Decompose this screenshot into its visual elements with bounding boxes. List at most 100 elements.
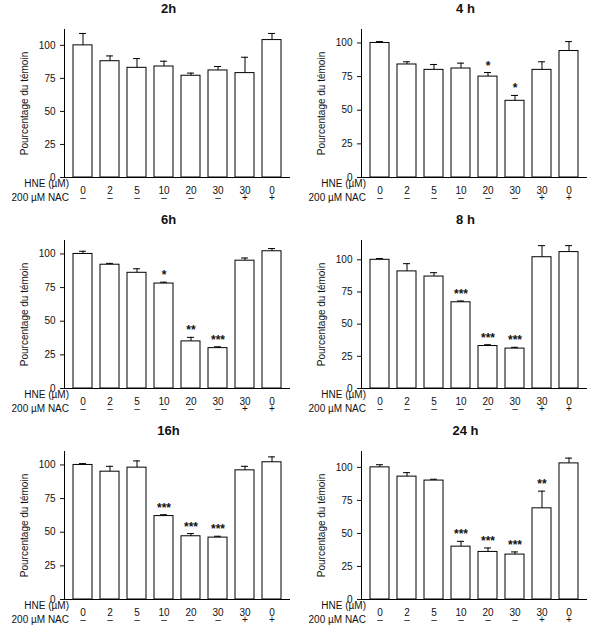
svg-text:200 µM NAC: 200 µM NAC xyxy=(309,403,366,414)
svg-text:–: – xyxy=(134,192,140,203)
svg-text:50: 50 xyxy=(341,318,353,329)
svg-text:–: – xyxy=(107,192,113,203)
svg-text:–: – xyxy=(458,192,464,203)
svg-text:–: – xyxy=(80,614,86,625)
svg-text:100: 100 xyxy=(336,37,353,48)
svg-text:–: – xyxy=(161,192,167,203)
svg-text:***: *** xyxy=(481,331,495,345)
svg-text:25: 25 xyxy=(341,138,353,149)
svg-text:50: 50 xyxy=(44,315,56,326)
svg-text:–: – xyxy=(80,403,86,414)
svg-text:–: – xyxy=(215,614,221,625)
svg-text:–: – xyxy=(134,403,140,414)
svg-text:–: – xyxy=(512,403,518,414)
svg-text:50: 50 xyxy=(44,526,56,537)
svg-text:–: – xyxy=(377,192,383,203)
svg-text:HNE (µM): HNE (µM) xyxy=(24,389,69,400)
svg-text:HNE (µM): HNE (µM) xyxy=(321,600,366,611)
svg-text:+: + xyxy=(269,614,275,625)
svg-text:100: 100 xyxy=(39,248,56,259)
svg-text:200 µM NAC: 200 µM NAC xyxy=(12,192,69,203)
svg-text:+: + xyxy=(539,192,545,203)
svg-text:75: 75 xyxy=(44,73,56,84)
svg-text:–: – xyxy=(485,614,491,625)
svg-text:+: + xyxy=(566,403,572,414)
svg-text:–: – xyxy=(404,192,410,203)
svg-text:25: 25 xyxy=(341,351,353,362)
svg-text:–: – xyxy=(404,614,410,625)
svg-text:***: *** xyxy=(481,534,495,548)
svg-text:+: + xyxy=(242,614,248,625)
svg-text:–: – xyxy=(431,403,437,414)
svg-text:100: 100 xyxy=(336,462,353,473)
svg-text:Pourcentage du témoin: Pourcentage du témoin xyxy=(316,52,327,155)
svg-text:+: + xyxy=(242,192,248,203)
svg-text:50: 50 xyxy=(44,106,56,117)
svg-text:200 µM NAC: 200 µM NAC xyxy=(12,614,69,625)
svg-text:*: * xyxy=(513,81,518,95)
svg-text:75: 75 xyxy=(44,282,56,293)
svg-text:+: + xyxy=(269,192,275,203)
svg-text:–: – xyxy=(485,403,491,414)
svg-text:HNE (µM): HNE (µM) xyxy=(24,178,69,189)
svg-text:–: – xyxy=(107,614,113,625)
svg-text:+: + xyxy=(566,192,572,203)
svg-text:25: 25 xyxy=(44,139,56,150)
svg-text:***: *** xyxy=(211,522,225,536)
svg-text:–: – xyxy=(377,614,383,625)
svg-text:***: *** xyxy=(454,287,468,301)
svg-text:+: + xyxy=(539,403,545,414)
svg-text:75: 75 xyxy=(341,286,353,297)
svg-text:75: 75 xyxy=(44,493,56,504)
svg-text:**: ** xyxy=(186,323,196,337)
svg-text:***: *** xyxy=(508,538,522,552)
svg-text:***: *** xyxy=(454,527,468,541)
svg-text:–: – xyxy=(431,614,437,625)
svg-text:Pourcentage du témoin: Pourcentage du témoin xyxy=(19,474,30,577)
svg-text:–: – xyxy=(458,403,464,414)
svg-text:25: 25 xyxy=(44,349,56,360)
svg-text:HNE (µM): HNE (µM) xyxy=(321,178,366,189)
svg-text:–: – xyxy=(80,192,86,203)
svg-text:Pourcentage du témoin: Pourcentage du témoin xyxy=(316,474,327,577)
svg-text:50: 50 xyxy=(341,528,353,539)
svg-text:***: *** xyxy=(508,333,522,347)
svg-text:50: 50 xyxy=(341,104,353,115)
svg-text:***: *** xyxy=(184,520,198,534)
svg-text:**: ** xyxy=(537,477,547,491)
svg-text:200 µM NAC: 200 µM NAC xyxy=(309,192,366,203)
svg-text:–: – xyxy=(188,403,194,414)
svg-text:–: – xyxy=(188,192,194,203)
svg-text:–: – xyxy=(377,403,383,414)
svg-text:–: – xyxy=(134,614,140,625)
svg-text:+: + xyxy=(242,403,248,414)
svg-text:100: 100 xyxy=(39,459,56,470)
svg-text:HNE (µM): HNE (µM) xyxy=(24,600,69,611)
svg-text:*: * xyxy=(162,268,167,282)
svg-text:25: 25 xyxy=(44,560,56,571)
svg-text:Pourcentage du témoin: Pourcentage du témoin xyxy=(316,263,327,366)
svg-text:*: * xyxy=(486,59,491,73)
svg-text:+: + xyxy=(539,614,545,625)
svg-text:75: 75 xyxy=(341,71,353,82)
svg-text:–: – xyxy=(431,192,437,203)
svg-text:+: + xyxy=(566,614,572,625)
svg-text:200 µM NAC: 200 µM NAC xyxy=(12,403,69,414)
svg-text:–: – xyxy=(485,192,491,203)
svg-text:***: *** xyxy=(157,501,171,515)
svg-text:–: – xyxy=(458,614,464,625)
svg-text:HNE (µM): HNE (µM) xyxy=(321,389,366,400)
svg-text:Pourcentage du témoin: Pourcentage du témoin xyxy=(19,52,30,155)
svg-text:100: 100 xyxy=(336,254,353,265)
svg-text:–: – xyxy=(512,192,518,203)
svg-text:–: – xyxy=(512,614,518,625)
svg-text:–: – xyxy=(107,403,113,414)
svg-text:Pourcentage du témoin: Pourcentage du témoin xyxy=(19,263,30,366)
svg-text:–: – xyxy=(215,192,221,203)
svg-text:25: 25 xyxy=(341,561,353,572)
svg-text:200 µM NAC: 200 µM NAC xyxy=(309,614,366,625)
svg-text:–: – xyxy=(404,403,410,414)
svg-text:+: + xyxy=(269,403,275,414)
svg-text:100: 100 xyxy=(39,40,56,51)
svg-text:–: – xyxy=(161,403,167,414)
